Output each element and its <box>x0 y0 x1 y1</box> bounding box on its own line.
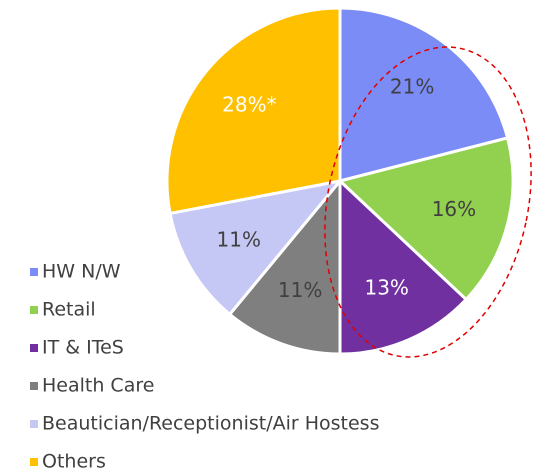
labels: 21% 16% 13% 11% 11% 28%* <box>217 75 477 303</box>
legend-label: Health Care <box>42 375 154 397</box>
legend-swatch <box>30 458 38 466</box>
data-label: 11% <box>217 227 261 251</box>
legend-label: Others <box>42 451 106 473</box>
data-label: 28%* <box>222 93 276 117</box>
pie-slice <box>227 176 342 356</box>
legend-label: HW N/W <box>42 261 121 283</box>
highlight-ellipse <box>324 46 532 358</box>
legend-swatch <box>30 382 38 390</box>
legend-label: IT & ITeS <box>42 337 124 359</box>
pie <box>165 6 515 356</box>
legend-swatch <box>30 268 38 276</box>
pie-slice <box>168 178 344 317</box>
legend-swatch <box>30 344 38 352</box>
pie-slice <box>336 136 515 302</box>
legend-label: Beautician/Receptionist/Air Hostess <box>42 413 379 435</box>
data-label: 11% <box>278 278 322 302</box>
data-label: 16% <box>432 197 476 221</box>
legend-swatch <box>30 306 38 314</box>
legend-swatch <box>30 420 38 428</box>
data-label: 21% <box>390 75 434 99</box>
pie-slice <box>338 6 510 183</box>
legend: HW N/W Retail IT & ITeS Health Care Beautici… <box>30 261 379 473</box>
data-label: 13% <box>364 275 408 299</box>
pie-slice <box>338 177 469 356</box>
pie-slice <box>165 6 342 216</box>
legend-label: Retail <box>42 299 96 321</box>
